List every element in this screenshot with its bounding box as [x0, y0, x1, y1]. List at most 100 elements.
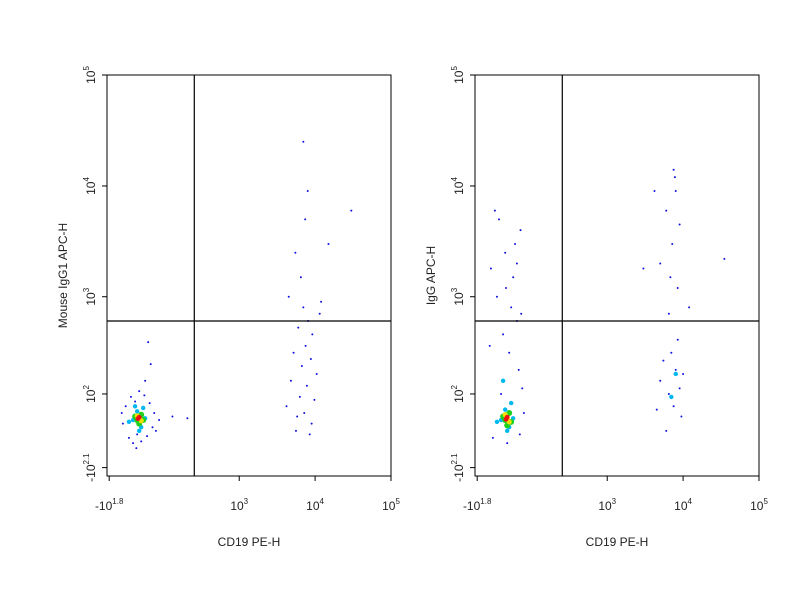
event-dot [502, 333, 505, 336]
event-dot [653, 190, 656, 193]
event-dot [669, 394, 674, 400]
event-dot [515, 262, 518, 265]
tick-base: 10 [84, 181, 98, 195]
event-dot [135, 416, 141, 422]
event-dot [672, 168, 675, 171]
event-dot [688, 306, 691, 309]
y-tick-label: 104 [82, 177, 98, 195]
event-dot [676, 287, 679, 290]
event-dot [120, 412, 123, 415]
event-dot [508, 400, 514, 406]
y-tick-label: 103 [82, 287, 98, 305]
tick-exponent: 2 [450, 385, 459, 390]
event-dot [659, 379, 662, 382]
tick-exponent: 4 [320, 497, 325, 506]
event-dot [500, 392, 503, 395]
event-dot [500, 378, 506, 383]
event-dot [723, 257, 726, 260]
x-tick-label: 104 [306, 497, 324, 513]
event-dot [186, 417, 189, 420]
tick-base: 10 [84, 389, 98, 403]
tick-base: 10 [84, 70, 98, 84]
tick-exponent: 2.1 [82, 453, 91, 465]
event-dot [134, 400, 137, 403]
event-dot [289, 379, 292, 382]
tick-base: 10 [84, 292, 98, 306]
event-dot [512, 276, 515, 279]
event-dot [489, 267, 492, 270]
event-dot [298, 395, 301, 398]
event-dot [292, 351, 295, 354]
event-dot [680, 415, 683, 418]
event-dot [136, 428, 142, 434]
event-dot [682, 372, 685, 375]
event-dot [287, 295, 290, 298]
event-dot [519, 229, 522, 232]
event-dot [508, 351, 511, 354]
event-dot [667, 392, 670, 395]
y-tick-label: 103 [450, 287, 466, 305]
event-dot [121, 422, 124, 425]
event-dot [671, 242, 674, 245]
event-dot [311, 333, 314, 336]
x-tick-label: 105 [750, 497, 768, 513]
event-dot [493, 209, 496, 212]
event-dot [318, 312, 321, 315]
tick-exponent: 5 [82, 66, 91, 71]
event-dot [327, 242, 330, 245]
event-dot [350, 209, 353, 212]
tick-base: -10 [452, 464, 466, 482]
event-dot [294, 251, 297, 254]
event-dot [135, 447, 138, 450]
event-dot [299, 276, 302, 279]
event-dot [669, 276, 672, 279]
event-dot [302, 306, 305, 309]
event-dot [313, 398, 316, 401]
x-axis-label: CD19 PE-H [218, 535, 281, 549]
tick-base: 10 [306, 499, 320, 513]
event-dot [297, 326, 300, 329]
event-dot [506, 442, 509, 445]
y-tick-label: 102 [450, 385, 466, 403]
event-dot [320, 300, 323, 303]
y-tick-label: 105 [82, 66, 98, 84]
event-dot [495, 295, 498, 298]
event-dot [494, 419, 500, 425]
event-dot [662, 359, 665, 362]
tick-exponent: 2 [82, 385, 91, 390]
tick-base: 10 [452, 181, 466, 195]
x-tick-label: -101.8 [95, 497, 124, 513]
event-dot [308, 433, 311, 436]
event-dot [678, 223, 681, 226]
event-dot [497, 218, 500, 221]
tick-base: 10 [452, 292, 466, 306]
tick-base: -10 [84, 464, 98, 482]
tick-exponent: 2.1 [450, 453, 459, 465]
tick-exponent: 4 [450, 177, 459, 182]
event-dot [140, 405, 146, 411]
tick-base: 10 [452, 70, 466, 84]
event-dot [147, 341, 150, 344]
event-dot [522, 412, 525, 415]
y-axis-label: Mouse IgG1 APC-H [56, 223, 70, 328]
y-tick-label: -102.1 [450, 453, 466, 482]
event-dot [674, 190, 677, 193]
tick-base: 10 [382, 499, 396, 513]
event-dot [132, 442, 135, 445]
event-dot [138, 390, 141, 393]
y-tick-label: 104 [450, 177, 466, 195]
event-dot [676, 338, 679, 341]
x-tick-label: -101.8 [463, 497, 492, 513]
event-dot [665, 429, 668, 432]
event-dot [310, 422, 313, 425]
event-dot [488, 344, 491, 347]
event-dot [126, 419, 132, 425]
event-dot [302, 140, 305, 143]
event-dot [673, 371, 678, 377]
y-tick-label: -102.1 [82, 453, 98, 482]
event-dot [518, 433, 521, 436]
event-dot [514, 242, 517, 245]
